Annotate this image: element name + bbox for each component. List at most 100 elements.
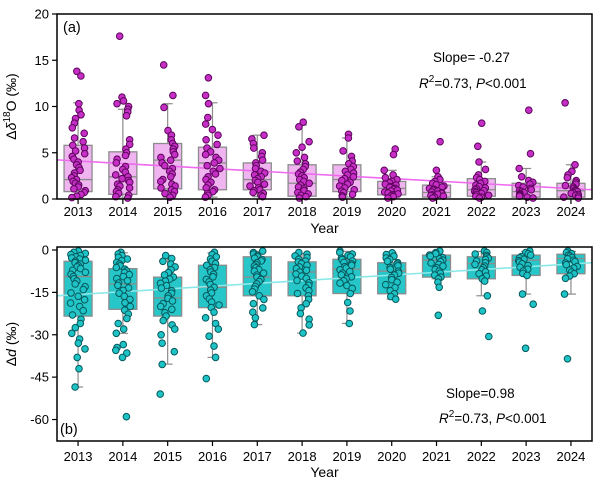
data-point — [384, 194, 392, 202]
x-tick-label: 2023 — [512, 449, 541, 464]
points-2013 — [66, 247, 90, 391]
data-point — [426, 252, 435, 261]
x-tick-label: 2013 — [64, 449, 93, 464]
data-point — [293, 289, 302, 298]
data-point — [474, 142, 482, 151]
data-point — [428, 194, 437, 202]
data-point — [427, 259, 435, 267]
data-point — [435, 283, 444, 292]
data-point — [260, 180, 269, 188]
trend-line — [56, 159, 593, 191]
data-point — [339, 147, 347, 155]
data-point — [115, 32, 124, 41]
points-2021 — [425, 247, 447, 320]
data-point — [121, 299, 129, 307]
data-point — [159, 257, 167, 266]
x-tick-label: 2015 — [153, 204, 182, 219]
data-point — [521, 344, 530, 353]
data-point — [515, 164, 524, 173]
points-2024 — [560, 247, 582, 363]
data-point — [210, 159, 219, 167]
data-point — [248, 288, 257, 296]
x-tick-label: 2020 — [377, 204, 406, 219]
data-point — [259, 304, 267, 312]
data-point — [349, 173, 358, 181]
x-tick-label: 2022 — [467, 204, 496, 219]
data-point — [68, 311, 77, 319]
data-point — [209, 273, 217, 281]
data-point — [167, 173, 175, 181]
data-point — [296, 309, 305, 318]
axis-title-x: Year — [310, 220, 339, 236]
points-2022 — [471, 119, 493, 202]
points-2021 — [425, 137, 448, 202]
y-tick-label: 20 — [35, 7, 49, 22]
data-point — [214, 131, 222, 139]
data-point — [73, 353, 81, 362]
stats-r2-p: R2=0.73, P<0.001 — [419, 74, 527, 91]
data-point — [111, 171, 120, 179]
x-tick-label: 2024 — [556, 204, 585, 219]
data-point — [561, 274, 570, 283]
y-tick-label: 15 — [35, 53, 49, 68]
points-2016 — [201, 74, 224, 201]
data-point — [123, 194, 132, 202]
data-point — [201, 150, 210, 159]
points-2017 — [248, 247, 268, 329]
data-point — [517, 173, 526, 181]
data-point — [525, 106, 533, 114]
data-point — [210, 308, 218, 317]
data-point — [73, 67, 81, 76]
stats-slope: Slope=0.98 — [446, 386, 515, 401]
data-point — [260, 295, 268, 304]
data-point — [68, 193, 76, 202]
data-point — [159, 316, 167, 325]
data-point — [563, 355, 572, 363]
y-tick-label: -45 — [30, 370, 49, 385]
panel-label: (b) — [60, 422, 78, 438]
y-tick-label: -15 — [30, 285, 49, 300]
data-point — [346, 307, 354, 315]
data-point — [68, 124, 77, 132]
x-tick-label: 2019 — [332, 449, 361, 464]
trend-line — [56, 261, 593, 297]
x-tick-label: 2014 — [108, 204, 137, 219]
data-point — [119, 325, 128, 333]
x-tick-label: 2024 — [556, 449, 585, 464]
panel-b: 0 -15 -30 -45 -60 2013 2014 2015 2016 2017 2018 201… — [3, 242, 593, 480]
data-point — [201, 91, 210, 100]
data-point — [113, 99, 121, 108]
data-point — [571, 161, 579, 169]
data-point — [75, 364, 83, 373]
data-point — [112, 159, 121, 167]
points-2016 — [201, 248, 223, 383]
data-point — [157, 184, 165, 192]
data-point — [81, 268, 90, 277]
x-tick-label: 2017 — [243, 204, 272, 219]
data-point — [118, 174, 126, 183]
stats-r2-p: R2=0.73, P<0.001 — [439, 409, 547, 426]
data-point — [66, 299, 75, 307]
data-point — [471, 260, 479, 269]
data-point — [249, 299, 258, 308]
data-point — [299, 329, 307, 337]
points-2023 — [514, 247, 538, 353]
data-point — [249, 188, 257, 197]
data-point — [80, 129, 88, 138]
data-point — [475, 158, 483, 166]
data-point — [305, 179, 314, 188]
data-point — [336, 279, 344, 287]
data-point — [210, 342, 218, 350]
data-point — [483, 292, 492, 300]
data-point — [201, 120, 210, 128]
points-2018 — [291, 248, 314, 337]
data-point — [70, 185, 78, 193]
x-tick-label: 2014 — [108, 449, 137, 464]
data-point — [250, 144, 258, 152]
data-point — [119, 340, 128, 349]
data-point — [126, 302, 134, 311]
data-point — [485, 332, 493, 341]
data-point — [258, 247, 267, 255]
data-point — [305, 321, 314, 329]
